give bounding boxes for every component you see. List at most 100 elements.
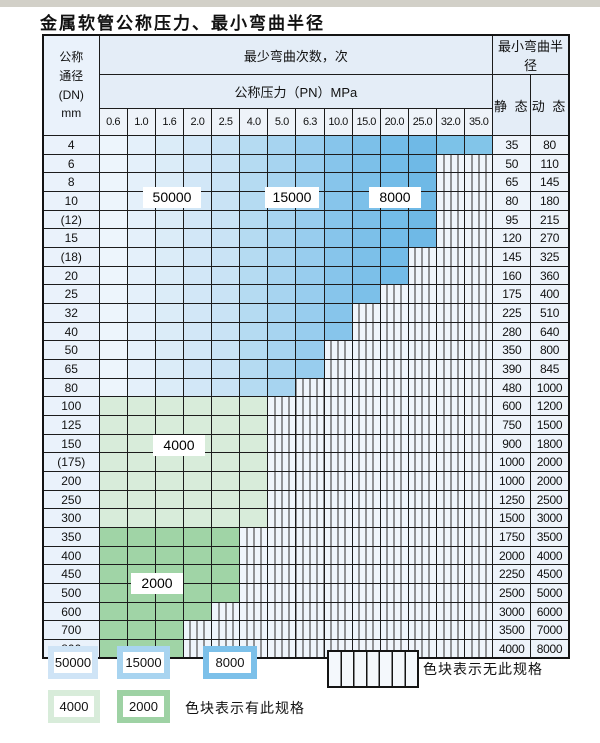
no-spec-cell <box>267 639 297 659</box>
spec-cell <box>407 135 438 155</box>
no-spec-cell <box>295 433 325 454</box>
spec-cell <box>210 415 241 435</box>
dynamic-radius-cell: 5000 <box>530 583 570 603</box>
spec-cell <box>182 340 213 361</box>
static-column-header: 静 态 <box>492 74 532 136</box>
spec-cell <box>126 359 156 379</box>
no-spec-cell <box>435 228 466 249</box>
spec-cell <box>98 172 128 193</box>
pressure-col-header: 0.6 <box>98 108 128 136</box>
no-spec-cell <box>379 340 409 361</box>
dn-cell: 400 <box>42 545 100 566</box>
page-title: 金属软管公称压力、最小弯曲半径 <box>40 14 325 34</box>
legend-swatch-4000: 4000 <box>48 690 100 723</box>
spec-cell <box>210 172 241 193</box>
table-row: (18) 145 325 <box>42 247 570 267</box>
spec-cell <box>435 135 466 155</box>
spec-cell <box>182 601 213 622</box>
spec-cell <box>210 135 241 155</box>
dn-column-header: 公称 通径 (DN) mm <box>42 34 100 136</box>
no-spec-cell <box>351 377 381 398</box>
spec-cell <box>323 209 353 230</box>
static-radius-cell: 1750 <box>492 527 532 547</box>
spec-cell <box>210 359 241 379</box>
spec-cell <box>323 172 353 193</box>
no-spec-cell <box>464 303 494 323</box>
dn-cell: 32 <box>42 303 100 323</box>
spec-cell <box>267 340 297 361</box>
no-spec-cell <box>267 564 297 585</box>
spec-cell <box>98 359 128 379</box>
no-spec-cell <box>464 489 494 510</box>
spec-cell <box>379 135 409 155</box>
spec-cell <box>154 508 184 529</box>
spec-cell <box>182 247 213 267</box>
spec-cell <box>182 527 213 547</box>
bend-cycles-header: 最少弯曲次数，次 <box>98 34 494 75</box>
no-spec-cell <box>351 452 381 473</box>
no-spec-cell <box>323 433 353 454</box>
spec-cell <box>182 303 213 323</box>
spec-cell <box>295 340 325 361</box>
spec-cell <box>379 209 409 230</box>
spec-cell <box>323 153 353 174</box>
spec-cell <box>126 228 156 249</box>
spec-cell <box>126 601 156 622</box>
no-spec-cell <box>351 359 381 379</box>
no-spec-cell <box>435 639 466 659</box>
spec-cell <box>154 620 184 641</box>
table-row: 200 1000 2000 <box>42 471 570 491</box>
static-radius-cell: 1500 <box>492 508 532 529</box>
dynamic-radius-cell: 510 <box>530 303 570 323</box>
spec-cell <box>239 396 269 417</box>
no-spec-cell <box>379 527 409 547</box>
no-spec-cell <box>379 620 409 641</box>
dn-cell: 80 <box>42 377 100 398</box>
dn-cell: 250 <box>42 489 100 510</box>
no-spec-cell <box>295 620 325 641</box>
spec-cell <box>98 620 128 641</box>
table-row: 600 3000 6000 <box>42 601 570 622</box>
no-spec-cell <box>323 396 353 417</box>
no-spec-cell <box>295 639 325 659</box>
spec-cell <box>154 321 184 342</box>
dynamic-radius-cell: 845 <box>530 359 570 379</box>
spec-cell <box>351 247 381 267</box>
spec-cell <box>295 265 325 286</box>
spec-cell <box>154 527 184 547</box>
dynamic-column-header: 动 态 <box>530 74 570 136</box>
spec-cell <box>210 303 241 323</box>
no-spec-cell <box>379 508 409 529</box>
spec-cell <box>295 303 325 323</box>
table-row: 25 175 400 <box>42 284 570 305</box>
pressure-values-row: 0.6 1.0 1.6 2.0 2.5 4.0 5.0 6.3 10.0 15.0 20.0 25.0… <box>43 108 569 136</box>
spec-cell <box>154 135 184 155</box>
no-spec-cell <box>267 415 297 435</box>
no-spec-cell <box>267 601 297 622</box>
dynamic-radius-cell: 2000 <box>530 452 570 473</box>
spec-cell <box>210 228 241 249</box>
no-spec-cell <box>351 583 381 603</box>
static-radius-cell: 120 <box>492 228 532 249</box>
no-spec-cell <box>407 247 438 267</box>
no-spec-cell <box>295 601 325 622</box>
dn-cell: 500 <box>42 583 100 603</box>
dynamic-radius-cell: 360 <box>530 265 570 286</box>
table-row: 700 3500 7000 <box>42 620 570 641</box>
no-spec-cell <box>323 489 353 510</box>
spec-cell <box>98 508 128 529</box>
no-spec-cell <box>323 415 353 435</box>
no-spec-cell <box>407 377 438 398</box>
static-radius-cell: 160 <box>492 265 532 286</box>
dn-cell: 10 <box>42 191 100 211</box>
legend-swatch-8000: 8000 <box>203 646 257 679</box>
spec-cell <box>98 415 128 435</box>
table-row: (12) 95 215 <box>42 209 570 230</box>
spec-cell <box>295 359 325 379</box>
table-row: 300 1500 3000 <box>42 508 570 529</box>
no-spec-cell <box>323 620 353 641</box>
table-row: 8 65 145 <box>42 172 570 193</box>
no-spec-cell <box>464 527 494 547</box>
no-spec-cell <box>267 433 297 454</box>
spec-cell <box>98 303 128 323</box>
